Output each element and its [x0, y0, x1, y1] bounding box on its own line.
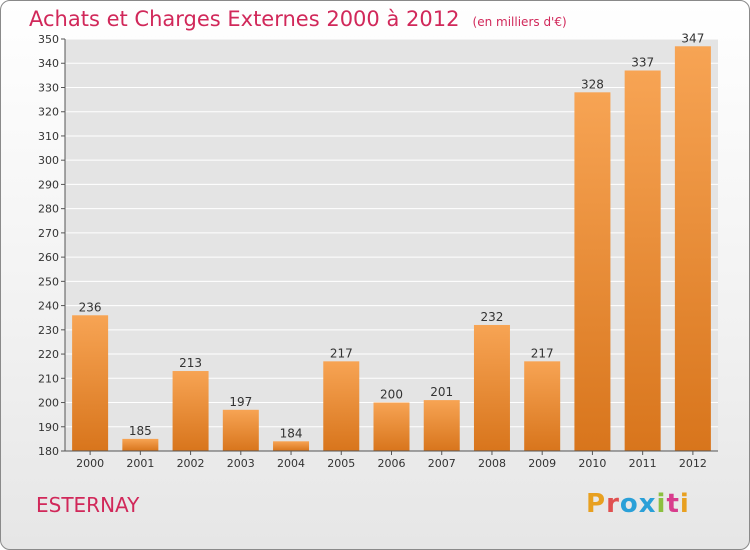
y-tick-label: 320 — [38, 106, 59, 119]
bar — [323, 361, 360, 451]
bar — [624, 70, 661, 451]
data-label: 236 — [79, 300, 102, 314]
bar — [574, 92, 611, 451]
x-tick-label: 2007 — [428, 457, 456, 470]
y-tick-label: 290 — [38, 178, 59, 191]
y-tick-label: 240 — [38, 300, 59, 313]
bars: 236 185 213 197 184 217 200 201 232 217 328 337 347 — [72, 31, 711, 451]
data-label: 337 — [631, 56, 654, 70]
axes: 180 190 200 210 220 230 240 250 260 270 280 290 300 3… — [38, 33, 718, 470]
data-label: 217 — [531, 346, 554, 360]
bar — [373, 402, 410, 451]
logo-letter: o — [619, 489, 639, 519]
y-tick-label: 220 — [38, 348, 59, 361]
bar — [273, 441, 310, 451]
title-text: Achats et Charges Externes 2000 à 2012 — [29, 7, 460, 31]
x-tick-label: 2010 — [578, 457, 606, 470]
x-tick-label: 2005 — [327, 457, 355, 470]
y-tick-label: 270 — [38, 227, 59, 240]
x-tick-label: 2008 — [478, 457, 506, 470]
y-tick-label: 280 — [38, 203, 59, 216]
logo-letter: i — [679, 489, 690, 519]
data-label: 213 — [179, 356, 202, 370]
y-tick-label: 340 — [38, 57, 59, 70]
y-tick-label: 180 — [38, 445, 59, 458]
bar — [222, 409, 259, 451]
logo-letter: t — [666, 489, 680, 519]
bar — [473, 324, 510, 451]
logo-letter: x — [638, 489, 657, 519]
unit-label: (en milliers d'€) — [472, 15, 567, 29]
y-tick-label: 200 — [38, 397, 59, 410]
x-tick-label: 2009 — [528, 457, 556, 470]
y-tick-label: 190 — [38, 421, 59, 434]
y-tick-label: 300 — [38, 154, 59, 167]
data-label: 197 — [229, 395, 252, 409]
x-tick-label: 2001 — [126, 457, 154, 470]
y-tick-label: 330 — [38, 81, 59, 94]
x-tick-label: 2006 — [378, 457, 406, 470]
y-tick-label: 260 — [38, 251, 59, 264]
y-tick-label: 310 — [38, 130, 59, 143]
bar — [674, 46, 711, 451]
y-tick-label: 210 — [38, 372, 59, 385]
x-tick-label: 2004 — [277, 457, 305, 470]
data-label: 184 — [280, 426, 303, 440]
data-label: 217 — [330, 346, 353, 360]
x-tick-label: 2003 — [227, 457, 255, 470]
chart-title: Achats et Charges Externes 2000 à 2012 (… — [29, 7, 567, 31]
bar — [423, 400, 460, 451]
x-tick-label: 2000 — [76, 457, 104, 470]
bar — [524, 361, 561, 451]
data-label: 185 — [129, 424, 152, 438]
x-tick-label: 2012 — [679, 457, 707, 470]
logo-letter: i — [656, 489, 667, 519]
logo-letter: P — [586, 489, 607, 519]
data-label: 347 — [681, 31, 704, 45]
proxiti-logo: Proxiti — [586, 489, 690, 519]
commune-name: ESTERNAY — [36, 493, 140, 517]
data-label: 200 — [380, 388, 403, 402]
x-tick-label: 2011 — [629, 457, 657, 470]
bar — [172, 371, 209, 451]
data-label: 328 — [581, 77, 604, 91]
data-label: 232 — [481, 310, 504, 324]
y-tick-label: 250 — [38, 275, 59, 288]
data-label: 201 — [430, 385, 453, 399]
logo-letter: r — [606, 489, 620, 519]
y-tick-label: 350 — [38, 33, 59, 46]
bar — [122, 438, 159, 451]
bar — [72, 315, 109, 451]
x-tick-label: 2002 — [177, 457, 205, 470]
y-tick-label: 230 — [38, 324, 59, 337]
